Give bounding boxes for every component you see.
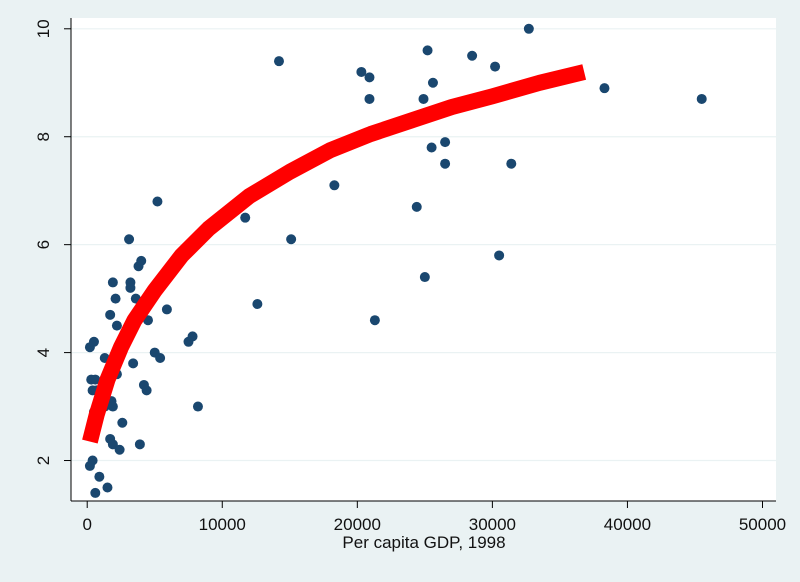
data-point — [467, 50, 478, 61]
y-tick-label: 10 — [34, 19, 53, 38]
data-point — [128, 358, 139, 369]
data-point — [418, 93, 429, 104]
x-tick-labels: 0 10000 20000 30000 40000 50000 — [82, 515, 786, 534]
data-point — [286, 234, 297, 245]
data-point — [356, 66, 367, 77]
x-tick-label: 50000 — [739, 515, 786, 534]
x-tick-label: 10000 — [199, 515, 246, 534]
data-point — [125, 282, 136, 293]
data-point — [141, 385, 152, 396]
data-point — [110, 293, 121, 304]
data-point — [107, 439, 118, 450]
y-tick-label: 6 — [34, 240, 53, 249]
data-point — [329, 180, 340, 191]
x-tick-label: 30000 — [469, 515, 516, 534]
x-tick-label: 20000 — [334, 515, 381, 534]
data-point — [111, 320, 122, 331]
x-tick-label: 0 — [82, 515, 91, 534]
axes — [70, 18, 776, 502]
data-point — [240, 212, 251, 223]
data-point — [161, 304, 172, 315]
data-point — [107, 401, 118, 412]
data-point — [440, 158, 451, 169]
x-tick-label: 40000 — [604, 515, 651, 534]
data-point — [252, 299, 263, 310]
data-point — [134, 439, 145, 450]
data-point — [105, 309, 116, 320]
data-point — [117, 417, 128, 428]
y-tick-labels: 2 4 6 8 10 — [34, 19, 53, 465]
data-point — [87, 455, 98, 466]
data-point — [369, 315, 380, 326]
data-point — [94, 471, 105, 482]
data-point — [90, 374, 101, 385]
data-point — [440, 137, 451, 148]
data-point — [364, 93, 375, 104]
data-point — [155, 352, 166, 363]
data-point — [114, 444, 125, 455]
data-point — [136, 255, 147, 266]
tick-marks — [64, 28, 763, 508]
data-point — [422, 45, 433, 56]
fit-curve — [82, 64, 587, 444]
data-point — [494, 250, 505, 261]
data-point — [88, 336, 99, 347]
data-point — [187, 331, 198, 342]
data-point — [523, 23, 534, 34]
data-point — [152, 196, 163, 207]
data-point — [192, 401, 203, 412]
y-tick-label: 2 — [34, 456, 53, 465]
data-point — [506, 158, 517, 169]
data-point — [427, 77, 438, 88]
data-point — [107, 277, 118, 288]
data-point — [419, 272, 430, 283]
y-tick-label: 4 — [34, 348, 53, 357]
x-axis-title: Per capita GDP, 1998 — [342, 533, 505, 552]
data-point — [273, 56, 284, 67]
data-point — [102, 482, 113, 493]
data-point — [599, 83, 610, 94]
data-point — [696, 93, 707, 104]
data-point — [90, 487, 101, 498]
data-point — [490, 61, 501, 72]
data-point — [364, 72, 375, 83]
data-point — [426, 142, 437, 153]
y-tick-label: 8 — [34, 132, 53, 141]
scatter-points — [84, 23, 707, 498]
data-point — [124, 234, 135, 245]
data-point — [411, 201, 422, 212]
